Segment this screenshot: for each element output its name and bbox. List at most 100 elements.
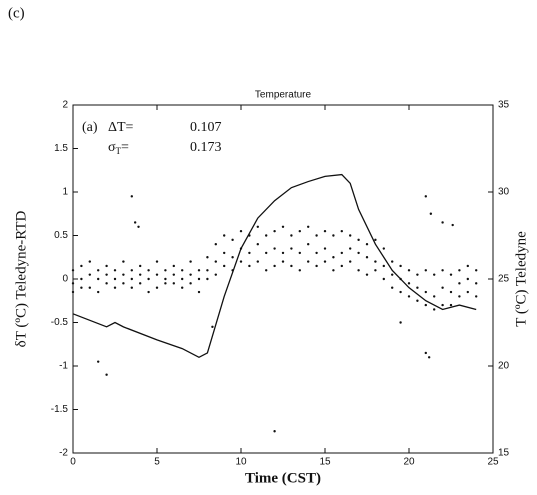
y-tick-label: 1.5 [54, 143, 68, 154]
scatter-point [231, 256, 234, 259]
scatter-point [374, 269, 377, 272]
scatter-point [407, 282, 411, 285]
scatter-point [332, 269, 335, 272]
scatter-point [281, 225, 285, 228]
x-tick-label: 20 [403, 457, 415, 468]
scatter-point [105, 282, 108, 285]
scatter-point [441, 303, 444, 307]
scatter-point [298, 269, 301, 272]
scatter-point [382, 277, 385, 281]
scatter-point [164, 282, 167, 285]
scatter-point [340, 264, 343, 268]
scatter-point [290, 264, 293, 268]
scatter-point [80, 277, 83, 281]
scatter-point [475, 269, 478, 272]
scatter-point [113, 277, 117, 281]
scatter-point [248, 251, 251, 255]
scatter-point [105, 264, 108, 268]
scatter-point [248, 264, 251, 268]
scatter-point [290, 247, 293, 250]
scatter-point [139, 282, 142, 285]
scatter-point [399, 290, 402, 294]
scatter-point [155, 273, 159, 276]
scatter-point [164, 269, 167, 272]
scatter-point [340, 251, 343, 255]
scatter-point [298, 229, 301, 233]
y-tick-label: 0.5 [54, 230, 68, 241]
scatter-point [281, 260, 285, 263]
scatter-point [391, 260, 394, 263]
scatter-point [307, 225, 310, 228]
scatter-point [433, 308, 436, 311]
scatter-point [332, 234, 335, 237]
scatter-point [256, 243, 259, 246]
y2-tick-label: 35 [498, 100, 510, 111]
scatter-point [71, 290, 75, 294]
scatter-point [407, 269, 411, 272]
scatter-point [298, 251, 301, 255]
panel-label: (a) [82, 120, 98, 135]
scatter-point [349, 260, 352, 263]
scatter-point [181, 277, 184, 281]
scatter-point [281, 251, 285, 255]
scatter-point [449, 273, 453, 276]
scatter-point [256, 225, 259, 228]
scatter-point [130, 277, 133, 281]
scatter-point [475, 282, 478, 285]
scatter-point [391, 273, 394, 276]
scatter-point [315, 251, 318, 255]
y-tick-label: -2 [59, 448, 68, 459]
scatter-point [357, 251, 360, 255]
scatter-point [147, 269, 150, 272]
scatter-point [391, 286, 394, 289]
scatter-point [133, 221, 137, 224]
scatter-point [256, 260, 259, 263]
scatter-point [315, 234, 318, 237]
scatter-point [155, 260, 159, 263]
scatter-point [214, 243, 217, 246]
scatter-point [374, 238, 377, 242]
x-tick-label: 25 [487, 457, 499, 468]
y-tick-label: -0.5 [51, 317, 69, 328]
scatter-point [189, 282, 192, 285]
scatter-point [323, 247, 327, 250]
scatter-point [416, 286, 419, 289]
scatter-point [265, 234, 268, 237]
y2-tick-label: 30 [498, 187, 510, 198]
y-tick-label: 0 [62, 274, 68, 285]
scatter-point [164, 277, 167, 281]
scatter-point [307, 243, 310, 246]
scatter-point [323, 229, 327, 233]
sigma-equals: = [121, 140, 129, 155]
scatter-point [211, 325, 214, 329]
figure-label: (c) [8, 5, 25, 21]
scatter-point [97, 360, 100, 363]
scatter-point [441, 269, 444, 272]
scatter-point [449, 303, 453, 307]
scatter-point [239, 260, 243, 263]
scatter-point [466, 277, 469, 281]
scatter-point [399, 321, 402, 324]
y2-axis-label: T (ºC) Teledyne [513, 231, 529, 327]
y-tick-label: -1 [59, 361, 68, 372]
scatter-point [105, 373, 108, 376]
scatter-point [181, 269, 184, 272]
scatter-point [290, 234, 293, 237]
chart-title: Temperature [255, 90, 312, 101]
scatter-point [214, 273, 217, 276]
y-tick-label: 1 [62, 187, 68, 198]
x-tick-label: 15 [319, 457, 331, 468]
scatter-point [365, 256, 369, 259]
y-axis-label: δT (ºC) Teledyne-RTD [13, 210, 29, 347]
scatter-point [97, 277, 100, 281]
scatter-point [71, 269, 75, 272]
scatter-point [466, 264, 469, 268]
plot-frame [72, 104, 494, 454]
scatter-point [122, 273, 125, 276]
scatter-point [206, 256, 209, 259]
scatter-point [172, 273, 175, 276]
scatter-point [424, 269, 427, 272]
scatter-point [113, 269, 117, 272]
scatter-point [407, 295, 411, 298]
scatter-point [451, 223, 454, 227]
